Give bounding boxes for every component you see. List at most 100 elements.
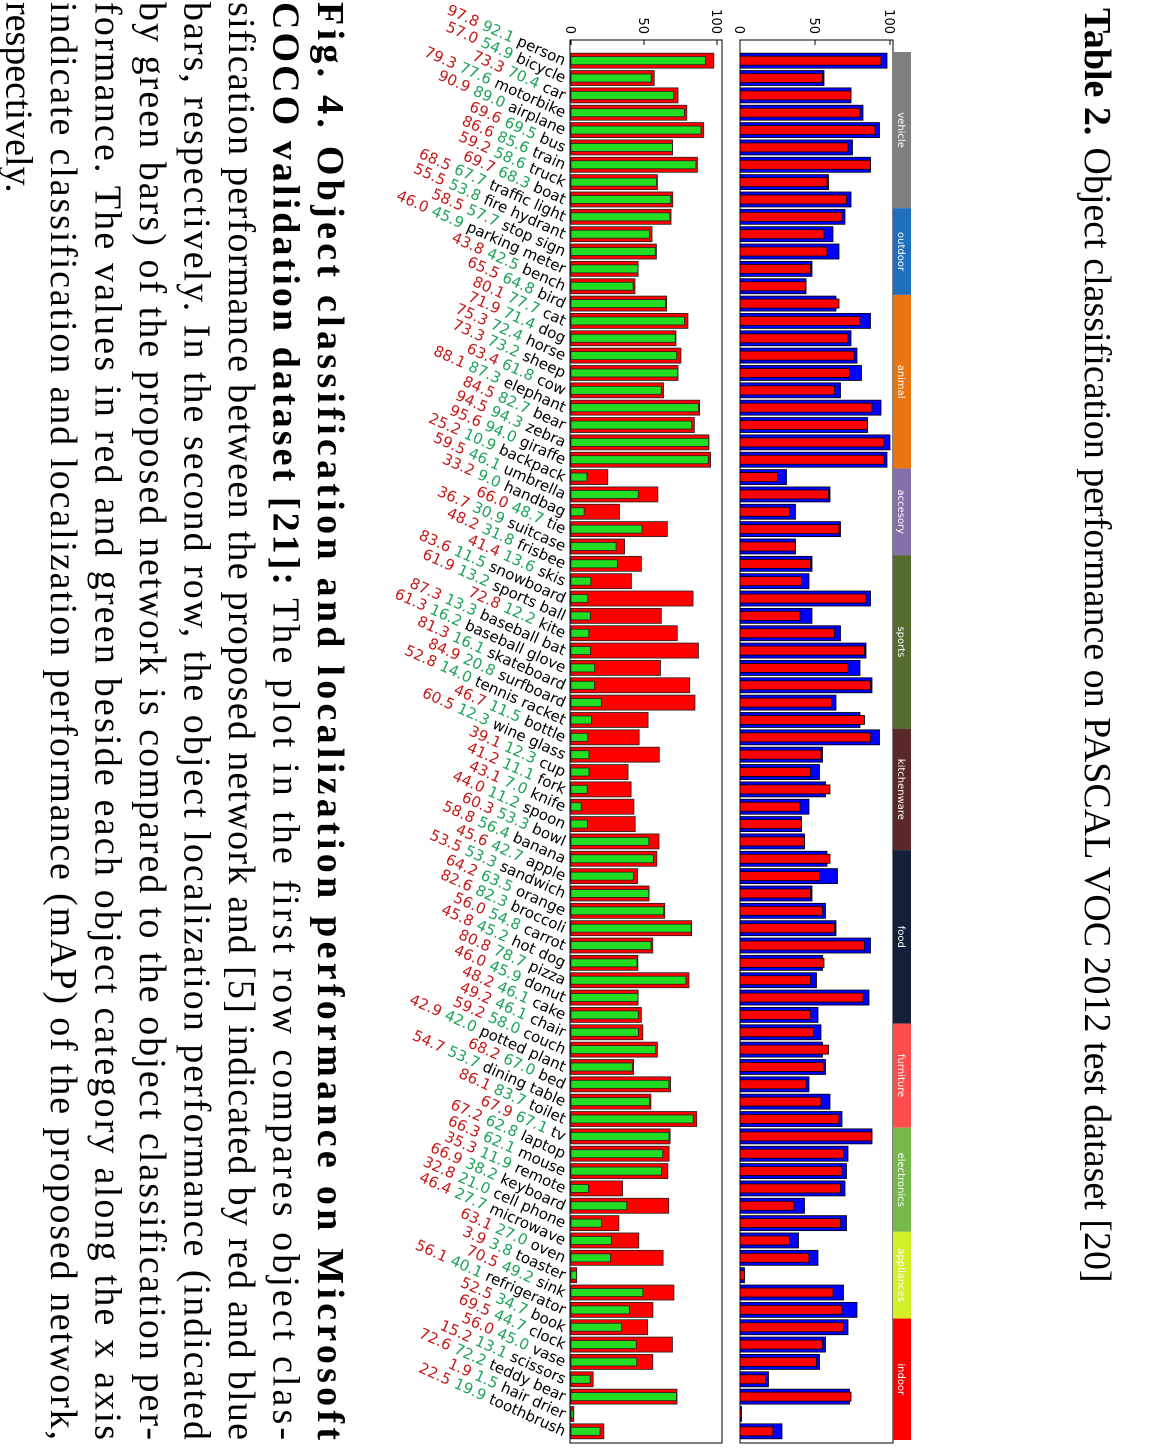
bar <box>739 1218 841 1229</box>
bar <box>570 837 650 846</box>
bar <box>739 1148 844 1159</box>
bar <box>739 281 807 292</box>
caption-line: indicate classification and localization… <box>42 2 84 1440</box>
bar <box>570 160 697 170</box>
bar <box>570 333 676 343</box>
bar <box>570 611 591 621</box>
caption-line: by green bars) of the proposed network i… <box>131 2 173 1440</box>
bar <box>570 1392 677 1402</box>
bar <box>570 1114 694 1124</box>
caption-text: formance. The values in red and green be… <box>87 2 129 1440</box>
bar <box>739 784 831 795</box>
bar <box>739 558 811 569</box>
bar <box>739 368 850 378</box>
bar <box>739 1096 822 1107</box>
caption-line: sification performance between the propo… <box>220 2 262 1440</box>
bar <box>739 316 861 326</box>
bar <box>570 784 588 794</box>
bar <box>739 211 843 222</box>
bar <box>739 749 822 760</box>
caption-text: by green bars) of the proposed network i… <box>131 2 173 1440</box>
group-strip <box>893 1318 911 1441</box>
bar <box>570 1357 638 1367</box>
caption-line: COCO validation dataset [21]: The plot in… <box>265 2 307 1440</box>
bar <box>739 767 811 777</box>
bar <box>570 1270 577 1280</box>
bar <box>739 888 811 899</box>
value-label: 54.7 <box>410 1026 448 1056</box>
bar <box>739 402 873 413</box>
bar <box>570 750 590 760</box>
bar <box>739 957 825 968</box>
bar <box>570 1409 574 1419</box>
bar <box>739 437 885 448</box>
bar <box>570 247 656 256</box>
bar <box>739 1235 790 1246</box>
bar <box>739 1322 844 1333</box>
bar <box>739 333 849 344</box>
bar <box>570 871 634 881</box>
bar <box>570 1218 603 1228</box>
bar <box>739 1131 873 1142</box>
group-strip <box>893 208 911 295</box>
bar <box>570 1045 657 1055</box>
bar <box>739 628 835 639</box>
bar <box>739 801 801 812</box>
group-strip <box>893 728 911 851</box>
y-tick-label: 0 <box>731 26 746 34</box>
bar <box>739 593 867 604</box>
bar <box>570 1201 628 1211</box>
bar <box>739 576 802 587</box>
group-strip <box>893 294 911 469</box>
bar <box>570 1097 650 1107</box>
value-label: 61.9 <box>420 545 458 575</box>
bar <box>570 732 589 742</box>
category-name: tv <box>548 1123 569 1145</box>
bar <box>739 715 865 725</box>
bar <box>570 1166 663 1176</box>
bar <box>739 1374 766 1385</box>
bar <box>570 56 706 66</box>
bar <box>570 125 702 135</box>
bar <box>739 663 849 673</box>
bar <box>570 559 618 569</box>
y-tick-label: 50 <box>806 17 821 34</box>
bar <box>570 1010 639 1020</box>
bar <box>570 590 694 607</box>
group-label: animal <box>895 365 906 399</box>
caption-text: respectively. <box>0 2 40 193</box>
bar <box>570 385 662 395</box>
group-label: accesory <box>895 489 906 534</box>
value-label: 46.0 <box>394 186 432 216</box>
bar <box>570 1149 664 1159</box>
bar <box>739 350 855 361</box>
bar <box>570 767 590 777</box>
bar <box>739 645 865 656</box>
bar <box>739 420 868 430</box>
bar <box>570 351 678 361</box>
bar <box>570 1322 623 1332</box>
bar <box>739 90 852 101</box>
bar <box>739 697 832 708</box>
bar <box>570 437 710 447</box>
bar <box>570 472 588 482</box>
title-text: Object classification performance on PAS… <box>1076 147 1118 1282</box>
bottom-frame <box>569 39 723 1444</box>
bar <box>570 1288 644 1297</box>
caption-bold: COCO validation dataset [21]: <box>265 2 307 585</box>
bar <box>739 472 778 482</box>
group-label: sports <box>895 626 906 657</box>
bar <box>570 698 602 708</box>
bar <box>739 125 876 135</box>
bar <box>739 107 861 118</box>
y-tick-label: 0 <box>562 26 577 34</box>
bar <box>739 1200 795 1211</box>
bar <box>570 975 687 985</box>
bar <box>570 281 634 291</box>
bar <box>739 1166 843 1176</box>
bar <box>739 819 802 829</box>
bar <box>570 455 709 465</box>
bar <box>570 195 672 204</box>
group-strip <box>893 1231 911 1319</box>
bar <box>739 871 820 882</box>
